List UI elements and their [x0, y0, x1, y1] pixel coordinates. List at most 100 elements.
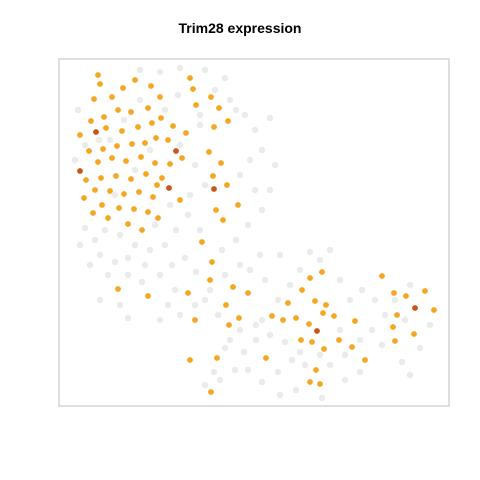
point-background-113 — [116, 301, 124, 309]
point-background-126 — [141, 261, 149, 269]
point-background-71 — [378, 341, 386, 349]
point-expressed-85 — [214, 355, 220, 361]
point-expressed-53 — [90, 210, 96, 216]
point-high-0 — [93, 129, 99, 135]
point-high-5 — [314, 328, 320, 334]
point-expressed-102 — [309, 339, 315, 345]
point-background-66 — [210, 368, 218, 376]
point-expressed-75 — [230, 284, 236, 290]
point-background-107 — [288, 356, 296, 364]
point-expressed-111 — [391, 290, 397, 296]
point-expressed-40 — [154, 182, 160, 188]
point-expressed-89 — [319, 269, 325, 275]
point-background-116 — [76, 241, 84, 249]
point-high-2 — [77, 168, 83, 174]
point-background-40 — [214, 311, 222, 319]
point-background-10 — [226, 96, 234, 104]
point-background-97 — [221, 271, 229, 279]
point-background-69 — [231, 366, 239, 374]
point-background-13 — [258, 146, 266, 154]
point-background-120 — [271, 161, 279, 169]
point-expressed-108 — [317, 381, 323, 387]
point-background-70 — [336, 326, 344, 334]
point-expressed-112 — [403, 293, 409, 299]
point-background-59 — [301, 361, 309, 369]
point-background-14 — [246, 156, 254, 164]
point-background-37 — [181, 254, 189, 262]
point-expressed-109 — [307, 379, 313, 385]
point-expressed-79 — [192, 317, 198, 323]
point-high-4 — [211, 186, 217, 192]
point-background-67 — [201, 381, 209, 389]
point-background-99 — [191, 301, 199, 309]
point-expressed-3 — [109, 94, 115, 100]
point-background-56 — [341, 351, 349, 359]
point-background-115 — [86, 261, 94, 269]
point-background-48 — [316, 256, 324, 264]
point-expressed-61 — [216, 105, 222, 111]
point-background-51 — [358, 286, 366, 294]
point-background-60 — [296, 348, 304, 356]
point-expressed-64 — [225, 118, 231, 124]
point-background-17 — [258, 206, 266, 214]
point-expressed-58 — [187, 75, 193, 81]
point-background-73 — [406, 371, 414, 379]
point-background-42 — [240, 348, 248, 356]
points-layer — [71, 64, 437, 402]
point-expressed-107 — [313, 367, 319, 373]
point-expressed-0 — [95, 72, 101, 78]
point-expressed-2 — [120, 85, 126, 91]
point-expressed-83 — [115, 286, 121, 292]
point-background-104 — [244, 366, 252, 374]
point-background-106 — [274, 368, 282, 376]
point-expressed-68 — [224, 182, 230, 188]
point-background-36 — [168, 261, 176, 269]
point-expressed-98 — [320, 310, 326, 316]
point-background-75 — [426, 321, 434, 329]
point-expressed-69 — [235, 202, 241, 208]
point-background-24 — [161, 241, 169, 249]
point-expressed-47 — [81, 195, 87, 201]
point-expressed-99 — [331, 313, 337, 319]
point-expressed-66 — [218, 160, 224, 166]
point-expressed-16 — [135, 124, 141, 130]
point-background-50 — [346, 296, 354, 304]
point-background-26 — [131, 241, 139, 249]
point-expressed-24 — [129, 141, 135, 147]
point-background-5 — [120, 116, 128, 124]
point-background-93 — [246, 266, 254, 274]
point-background-20 — [218, 246, 226, 254]
point-expressed-13 — [77, 132, 83, 138]
point-background-122 — [131, 166, 139, 174]
point-expressed-18 — [158, 115, 164, 121]
point-background-101 — [164, 301, 172, 309]
point-expressed-114 — [431, 307, 437, 313]
point-expressed-110 — [379, 273, 385, 279]
point-background-81 — [176, 64, 184, 72]
point-expressed-25 — [114, 143, 120, 149]
point-expressed-51 — [145, 209, 151, 215]
point-expressed-87 — [208, 389, 214, 395]
point-expressed-63 — [211, 124, 217, 130]
point-background-83 — [221, 74, 229, 82]
point-background-110 — [318, 394, 326, 402]
point-expressed-15 — [119, 128, 125, 134]
point-background-82 — [201, 66, 209, 74]
point-expressed-97 — [306, 321, 312, 327]
point-background-84 — [211, 86, 219, 94]
point-expressed-103 — [321, 346, 327, 352]
point-expressed-62 — [193, 102, 199, 108]
point-expressed-14 — [103, 125, 109, 131]
point-background-3 — [71, 156, 79, 164]
point-expressed-43 — [107, 188, 113, 194]
point-expressed-20 — [183, 130, 189, 136]
point-expressed-6 — [148, 83, 154, 89]
point-background-63 — [252, 321, 260, 329]
point-expressed-50 — [131, 206, 137, 212]
point-background-111 — [292, 386, 300, 394]
point-background-1 — [81, 141, 89, 149]
point-background-22 — [184, 211, 192, 219]
point-background-6 — [136, 96, 144, 104]
